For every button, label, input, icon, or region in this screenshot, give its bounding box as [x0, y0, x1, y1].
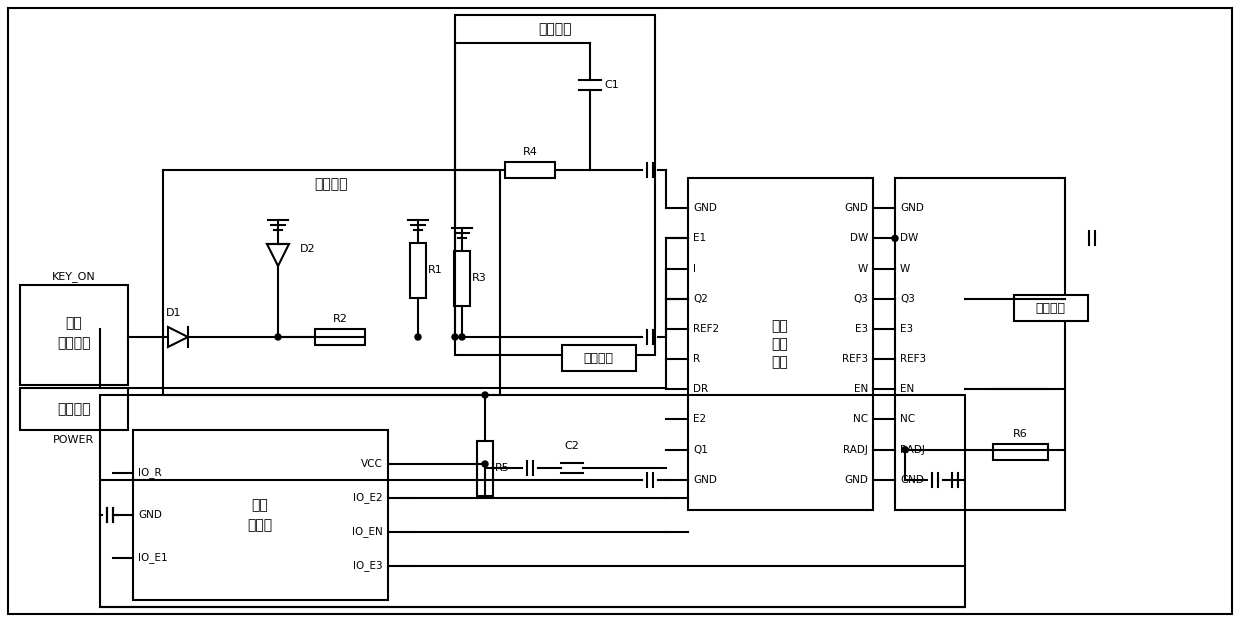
Text: GND: GND [693, 203, 717, 213]
Text: 管理: 管理 [771, 337, 789, 351]
Text: DR: DR [693, 384, 708, 394]
Bar [100, 395, 965, 607]
Text: REF3: REF3 [842, 354, 868, 364]
Text: 用电器件: 用电器件 [583, 351, 613, 364]
Bar [162, 170, 500, 395]
Bar [688, 178, 873, 510]
Text: Q3: Q3 [853, 294, 868, 304]
Text: R6: R6 [1013, 429, 1028, 439]
Text: 芯片: 芯片 [771, 355, 789, 369]
Bar [133, 430, 388, 600]
Text: 保护电路: 保护电路 [314, 177, 347, 191]
Text: D2: D2 [300, 244, 316, 254]
Bar [993, 444, 1048, 460]
Bar [1014, 295, 1087, 321]
Text: I: I [693, 264, 696, 274]
Text: C2: C2 [564, 441, 579, 451]
Text: E2: E2 [693, 414, 706, 424]
Text: POWER: POWER [53, 435, 94, 445]
Bar [562, 345, 636, 371]
Text: Q2: Q2 [693, 294, 708, 304]
Text: GND: GND [900, 475, 924, 485]
Text: 供电电源: 供电电源 [57, 402, 91, 416]
Bar [477, 441, 494, 496]
Circle shape [482, 392, 489, 398]
Text: REF3: REF3 [900, 354, 926, 364]
Text: 用电器件: 用电器件 [1035, 302, 1065, 315]
Text: REF2: REF2 [693, 324, 719, 334]
Text: NC: NC [900, 414, 915, 424]
Text: 电源: 电源 [66, 316, 82, 330]
Text: 整车: 整车 [252, 498, 268, 512]
Bar [505, 162, 556, 178]
Text: RADJ: RADJ [843, 445, 868, 455]
Circle shape [453, 334, 458, 340]
Circle shape [482, 461, 489, 467]
Text: E3: E3 [900, 324, 913, 334]
Text: IO_R: IO_R [138, 467, 161, 478]
Text: Q1: Q1 [693, 445, 708, 455]
Text: RADJ: RADJ [900, 445, 925, 455]
Circle shape [415, 334, 422, 340]
Text: R4: R4 [522, 147, 537, 157]
Text: R2: R2 [332, 314, 347, 324]
Circle shape [892, 235, 898, 241]
Text: C1: C1 [605, 80, 619, 90]
Text: DW: DW [900, 233, 919, 243]
Text: R: R [693, 354, 701, 364]
Text: DW: DW [849, 233, 868, 243]
Circle shape [901, 447, 908, 453]
Text: GND: GND [138, 510, 162, 520]
Circle shape [459, 334, 465, 340]
Text: W: W [858, 264, 868, 274]
Bar [410, 243, 427, 298]
Text: Q3: Q3 [900, 294, 915, 304]
Bar [20, 285, 128, 385]
Text: R5: R5 [495, 463, 510, 473]
Text: KEY_ON: KEY_ON [52, 272, 95, 282]
Text: 启动开关: 启动开关 [57, 336, 91, 350]
Text: EN: EN [900, 384, 914, 394]
Text: IO_E3: IO_E3 [353, 560, 383, 572]
Bar [20, 388, 128, 430]
Text: GND: GND [844, 475, 868, 485]
Text: IO_E1: IO_E1 [138, 552, 167, 563]
Bar [455, 15, 655, 355]
Text: D1: D1 [166, 308, 182, 318]
Text: 控制器: 控制器 [248, 518, 273, 532]
Text: W: W [900, 264, 910, 274]
Text: GND: GND [693, 475, 717, 485]
Text: E3: E3 [854, 324, 868, 334]
Text: GND: GND [900, 203, 924, 213]
Circle shape [275, 334, 281, 340]
Text: 电源: 电源 [771, 319, 789, 333]
Text: NC: NC [853, 414, 868, 424]
Text: R1: R1 [428, 265, 443, 275]
Text: IO_E2: IO_E2 [353, 493, 383, 503]
Bar [454, 251, 470, 306]
Text: E1: E1 [693, 233, 706, 243]
Text: GND: GND [844, 203, 868, 213]
Bar [315, 329, 365, 345]
Text: R3: R3 [471, 273, 486, 283]
Text: IO_EN: IO_EN [352, 527, 383, 537]
Bar [895, 178, 1065, 510]
Text: EN: EN [854, 384, 868, 394]
Text: 滤波电路: 滤波电路 [538, 22, 572, 36]
Text: VCC: VCC [361, 459, 383, 469]
